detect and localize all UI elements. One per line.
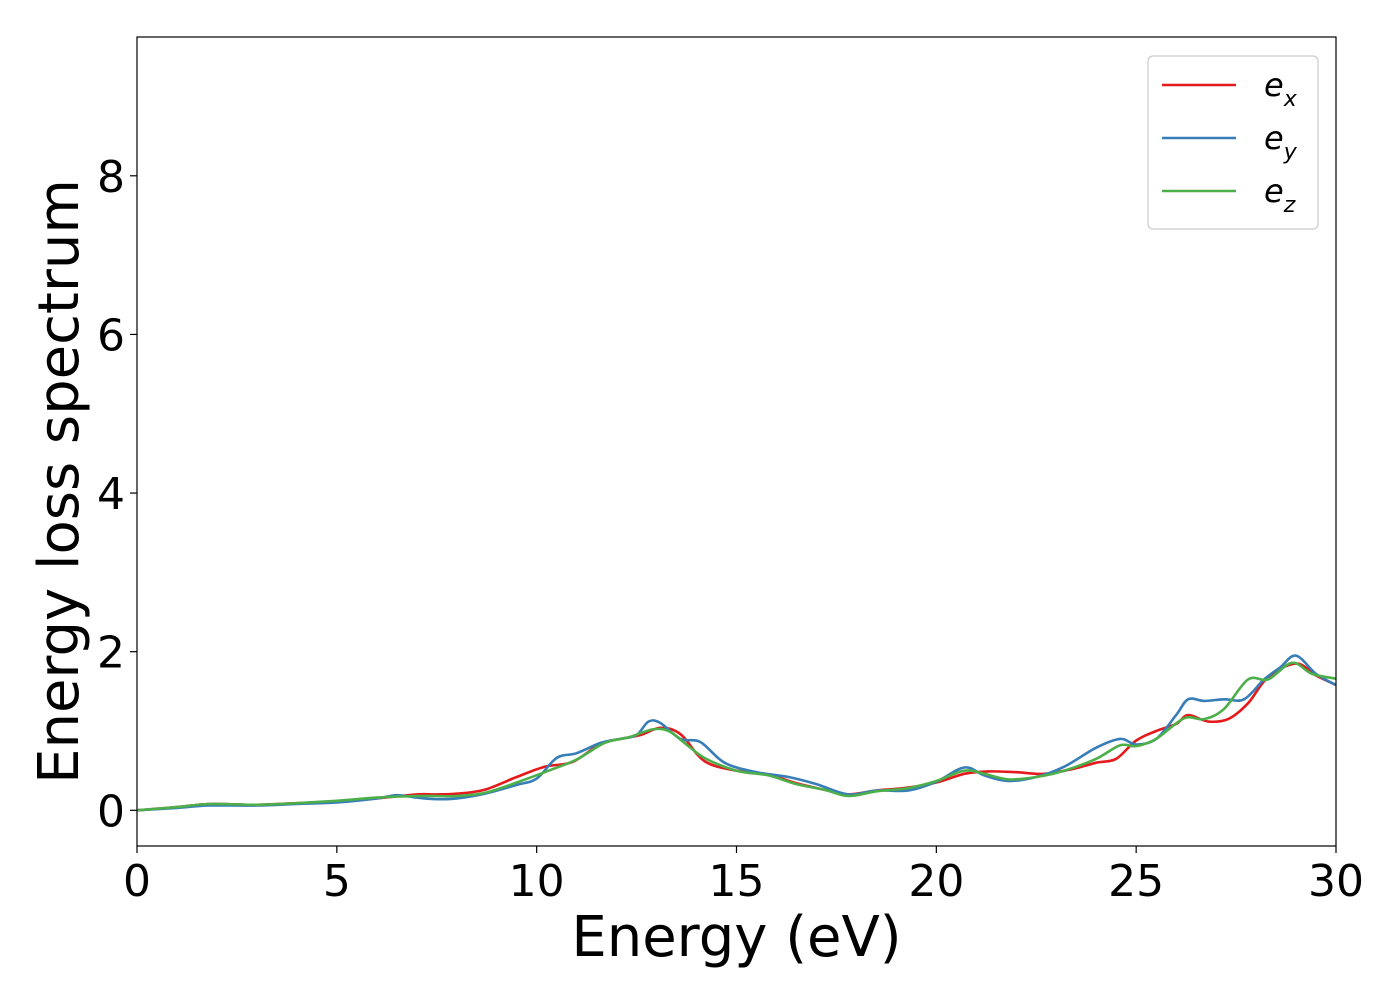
legend-box	[1147, 55, 1319, 230]
x-tick-label: 0	[123, 856, 151, 907]
x-tick-label: 20	[908, 856, 964, 907]
series-layer	[137, 654, 1336, 812]
x-tick-label: 5	[323, 856, 351, 907]
series-line-ey	[137, 654, 1336, 812]
x-tick-label: 25	[1108, 856, 1164, 907]
series-line-ex	[137, 662, 1336, 812]
y-tick-label: 0	[97, 786, 125, 837]
x-tick-label: 15	[709, 856, 765, 907]
y-tick-label: 6	[97, 310, 125, 361]
x-axis-title: Energy (eV)	[571, 905, 901, 970]
y-tick-label: 4	[97, 469, 125, 520]
x-tick-label: 10	[509, 856, 565, 907]
y-tick-label: 2	[97, 628, 125, 679]
axis-ticks: 0 5 10 15 20 25 30 0 2 4 6 8	[97, 152, 1364, 907]
x-tick-label: 30	[1308, 856, 1364, 907]
y-axis-title: Energy loss spectrum	[27, 179, 92, 784]
y-tick-label: 8	[97, 152, 125, 203]
series-line-ez	[137, 661, 1336, 812]
